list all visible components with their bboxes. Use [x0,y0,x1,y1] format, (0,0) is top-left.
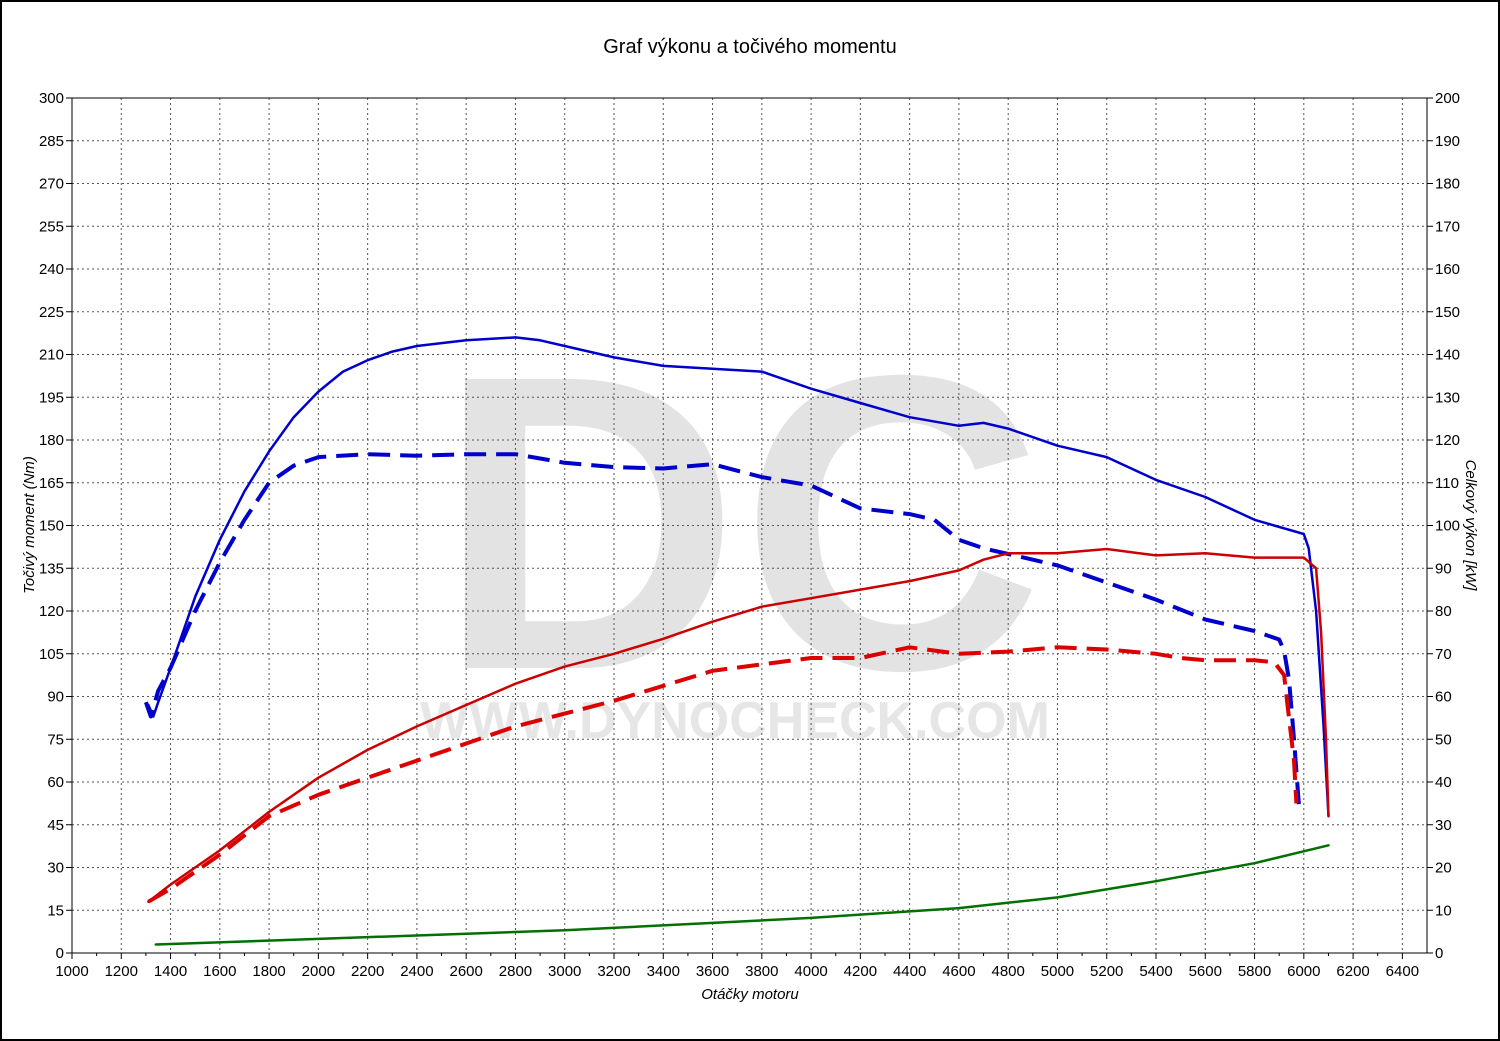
x-tick-label: 2000 [302,963,335,980]
y-left-tick-label: 75 [47,731,64,748]
y-right-tick-label: 0 [1435,945,1443,962]
y-right-tick-label: 180 [1435,176,1460,193]
y-right-tick-label: 80 [1435,603,1452,620]
series-line-power_tuned [147,547,1330,903]
y-right-tick-label: 20 [1435,860,1452,877]
x-tick-label: 3200 [597,963,630,980]
y-right-tick-label: 90 [1435,560,1452,577]
y-right-tick-label: 10 [1435,902,1452,919]
x-tick-label: 4800 [991,963,1024,980]
grid [72,98,1427,953]
watermark: DC WWW.DYNOCHECK.COM [420,289,1050,758]
y-right-tick-label: 140 [1435,347,1460,364]
y-right-tick-label: 170 [1435,218,1460,235]
y-right-tick-label: 160 [1435,261,1460,278]
y-right-tick-label: 150 [1435,304,1460,321]
x-tick-label: 1000 [55,963,88,980]
x-tick-label: 3400 [647,963,680,980]
y-left-tick-label: 150 [39,518,64,535]
x-tick-label: 5800 [1238,963,1271,980]
y-left-tick-label: 60 [47,774,64,791]
x-tick-label: 3000 [548,963,581,980]
y-left-tick-label: 30 [47,860,64,877]
x-tick-label: 3600 [696,963,729,980]
x-tick-label: 5200 [1090,963,1123,980]
x-tick-label: 1600 [203,963,236,980]
y-right-tick-label: 60 [1435,689,1452,706]
x-tick-label: 1400 [154,963,187,980]
y-left-tick-label: 195 [39,389,64,406]
x-tick-label: 2800 [499,963,532,980]
y-left-tick-label: 0 [56,945,64,962]
y-left-tick-label: 165 [39,475,64,492]
x-axis-label: Otáčky motoru [701,986,799,1003]
y-right-tick-label: 70 [1435,646,1452,663]
y-left-tick-label: 135 [39,560,64,577]
y-right-tick-label: 100 [1435,518,1460,535]
x-tick-label: 5600 [1189,963,1222,980]
watermark-url: WWW.DYNOCHECK.COM [420,692,1050,750]
x-tick-label: 2400 [400,963,433,980]
series-line-power_loss [154,844,1330,946]
y-right-tick-label: 40 [1435,774,1452,791]
x-tick-label: 6400 [1386,963,1419,980]
y-right-tick-label: 200 [1435,90,1460,107]
y-right-tick-label: 110 [1435,475,1459,492]
y-left-tick-label: 225 [39,304,64,321]
y-left-tick-label: 105 [39,646,64,663]
y-right-tick-label: 50 [1435,731,1452,748]
x-tick-label: 5000 [1041,963,1074,980]
x-tick-label: 4000 [794,963,827,980]
x-tick-label: 3800 [745,963,778,980]
y-left-tick-label: 285 [39,133,64,150]
x-tick-label: 2600 [449,963,482,980]
series-line-torque_tuned [147,336,1330,818]
series-group [144,336,1330,946]
x-tick-label: 4600 [942,963,975,980]
y-right-tick-label: 190 [1435,133,1460,150]
y-left-tick-label: 15 [47,902,64,919]
x-tick-label: 6200 [1336,963,1369,980]
y-left-tick-label: 180 [39,432,64,449]
y-right-tick-label: 30 [1435,817,1452,834]
x-tick-label: 4400 [893,963,926,980]
chart-title: Graf výkonu a točivého momentu [603,36,896,58]
y-left-tick-label: 270 [39,176,64,193]
x-tick-label: 1200 [105,963,138,980]
y-left-tick-label: 120 [39,603,64,620]
y-right-axis-ticks: 0 10 20 30 40 50 60 70 80 90 100 110 120 130 140 150 160… [1427,90,1460,962]
y-left-axis-ticks: 0 15 30 45 60 75 90 105 120 135 150 165 180 195 210 225… [39,90,72,962]
y-left-axis-label: Točivý moment (Nm) [21,456,38,594]
series-line-power_stock [147,645,1299,904]
y-left-tick-label: 255 [39,218,64,235]
x-tick-label: 1800 [252,963,285,980]
x-tick-label: 4200 [844,963,877,980]
x-tick-label: 5400 [1139,963,1172,980]
y-right-axis-label: Celkový výkon [kW] [1462,460,1479,592]
watermark-logo: DC [437,289,1044,758]
x-tick-label: 2200 [351,963,384,980]
x-tick-label: 6000 [1287,963,1320,980]
y-left-tick-label: 90 [47,689,64,706]
x-axis-ticks: 1000 1200 1400 1600 1800 2000 2200 2400 2600 2800… [55,953,1419,980]
y-right-tick-label: 130 [1435,389,1460,406]
y-left-tick-label: 240 [39,261,64,278]
y-right-tick-label: 120 [1435,432,1460,449]
y-left-tick-label: 210 [39,347,64,364]
series-line-torque_stock [144,452,1301,805]
y-left-tick-label: 300 [39,90,64,107]
y-left-tick-label: 45 [47,817,64,834]
